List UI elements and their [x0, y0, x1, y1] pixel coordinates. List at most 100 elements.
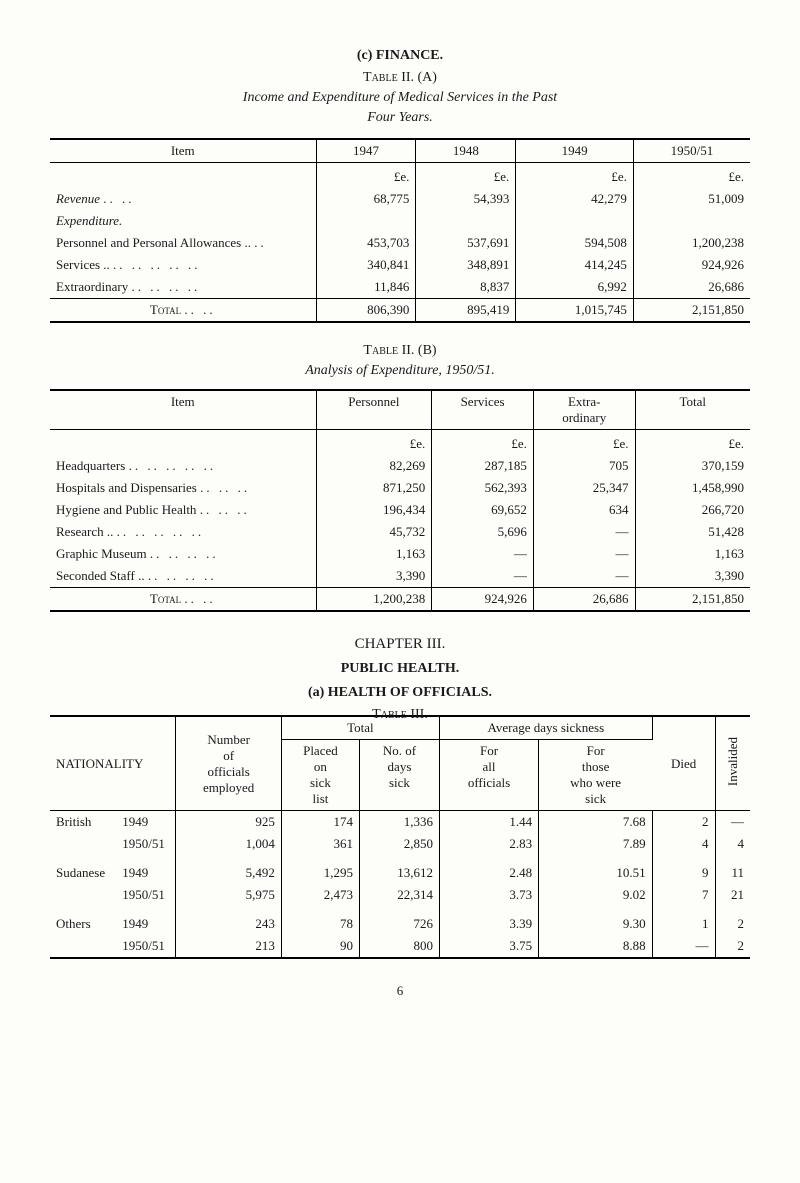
table-row: 1950/511,0043612,8502.837.8944 — [50, 833, 750, 855]
t3-h-avg: Average days sickness — [439, 716, 652, 740]
t1-cell: 453,703 — [316, 232, 416, 254]
t1-cell: 340,841 — [316, 254, 416, 276]
t1-unit: £e. — [516, 163, 634, 189]
table2a-title: Income and Expenditure of Medical Servic… — [50, 90, 750, 106]
t3-yr: 1950/51 — [116, 935, 176, 958]
table-row: Headquarters .. .. .. .. .. 82,269 287,1… — [50, 455, 750, 477]
t3-cell: 2 — [652, 811, 715, 834]
table-row: Hospitals and Dispensaries .. .. .. 871,… — [50, 477, 750, 499]
t3-cell: 243 — [176, 906, 281, 935]
t3-cell: 1,336 — [360, 811, 440, 834]
t1-row-label: Extraordinary — [56, 279, 128, 294]
t3-h-nodays: No. of days sick — [360, 740, 440, 811]
t3-nat: British — [50, 811, 116, 834]
t1-unit: £e. — [316, 163, 416, 189]
t1-cell: 594,508 — [516, 232, 634, 254]
t3-h-inv: Invalided — [725, 737, 741, 786]
table-total-row: Total .. .. 1,200,238 924,926 26,686 2,1… — [50, 588, 750, 612]
t3-cell: 90 — [281, 935, 359, 958]
t1-year-1947: 1947 — [316, 139, 416, 163]
t3-cell: 174 — [281, 811, 359, 834]
t1-head-item: Item — [50, 139, 316, 163]
t3-cell: 3.39 — [439, 906, 538, 935]
t3-yr: 1950/51 — [116, 884, 176, 906]
t3-cell: 361 — [281, 833, 359, 855]
t3-cell: 213 — [176, 935, 281, 958]
t2-cell: 871,250 — [316, 477, 432, 499]
t2-cell: — — [432, 543, 534, 565]
t3-cell: 1 — [652, 906, 715, 935]
t1-cell: 51,009 — [633, 188, 750, 210]
t3-h-forthose: For those who were sick — [539, 740, 653, 811]
t2-cell: 196,434 — [316, 499, 432, 521]
t3-cell: 5,492 — [176, 855, 281, 884]
t2-cell: — — [533, 521, 635, 543]
t1-cell: 348,891 — [416, 254, 516, 276]
t3-cell: 4 — [715, 833, 750, 855]
t2-cell: 3,390 — [635, 565, 750, 588]
t3-cell: 2 — [715, 935, 750, 958]
table2b-title: Analysis of Expenditure, 1950/51. — [50, 363, 750, 379]
table2b-caption: Table II. (B) — [50, 343, 750, 359]
t3-h-num: Number of officials employed — [176, 716, 281, 811]
t1-cell: 924,926 — [633, 254, 750, 276]
t3-cell: 10.51 — [539, 855, 653, 884]
t3-nat: Sudanese — [50, 855, 116, 884]
table-3: NATIONALITY Number of officials employed… — [50, 715, 750, 959]
t1-total-label: Total — [150, 302, 181, 317]
table-row: Graphic Museum .. .. .. .. 1,163 — — 1,1… — [50, 543, 750, 565]
chapter-heading: CHAPTER III. — [50, 636, 750, 653]
t3-cell: 2,473 — [281, 884, 359, 906]
t2-cell: 370,159 — [635, 455, 750, 477]
t3-nat — [50, 884, 116, 906]
table-row: 1950/51213908003.758.88—2 — [50, 935, 750, 958]
t1-cell: 54,393 — [416, 188, 516, 210]
t3-h-nat: NATIONALITY — [50, 716, 176, 811]
t3-cell: 5,975 — [176, 884, 281, 906]
t2-cell: 45,732 — [316, 521, 432, 543]
t1-total: 2,151,850 — [633, 299, 750, 323]
health-officials-heading: (a) HEALTH OF OFFICIALS. — [50, 685, 750, 701]
t2-row-label: Hospitals and Dispensaries — [56, 480, 197, 495]
t1-total: 806,390 — [316, 299, 416, 323]
t2-cell: 1,458,990 — [635, 477, 750, 499]
table2a-caption: Table II. (A) — [50, 70, 750, 86]
t2-cell: — — [432, 565, 534, 588]
t2-unit: £e. — [533, 430, 635, 456]
t3-cell: 2.48 — [439, 855, 538, 884]
t2-cell: 562,393 — [432, 477, 534, 499]
t3-h-placed: Placed on sick list — [281, 740, 359, 811]
t3-cell: 7.89 — [539, 833, 653, 855]
table-row: Sudanese19495,4921,29513,6122.4810.51911 — [50, 855, 750, 884]
t3-cell: 2 — [715, 906, 750, 935]
t1-cell: 1,200,238 — [633, 232, 750, 254]
t3-cell: 726 — [360, 906, 440, 935]
t2-cell: 287,185 — [432, 455, 534, 477]
t2-cell: — — [533, 543, 635, 565]
t1-unit: £e. — [633, 163, 750, 189]
t1-row-label: Personnel and Personal Allowances .. — [56, 235, 251, 250]
t3-cell: — — [715, 811, 750, 834]
t3-h-died: Died — [652, 716, 715, 811]
t2-unit: £e. — [316, 430, 432, 456]
t3-yr: 1949 — [116, 906, 176, 935]
t2-col: Personnel — [316, 390, 432, 430]
t1-year-1950: 1950/51 — [633, 139, 750, 163]
t2-cell: 266,720 — [635, 499, 750, 521]
t2-cell: 69,652 — [432, 499, 534, 521]
t2-total-label: Total — [150, 591, 181, 606]
t1-cell: 414,245 — [516, 254, 634, 276]
table-row: Services .. .. .. .. .. .. 340,841 348,8… — [50, 254, 750, 276]
t1-total: 1,015,745 — [516, 299, 634, 323]
t2-total: 2,151,850 — [635, 588, 750, 612]
t1-cell: 68,775 — [316, 188, 416, 210]
table-row: Hygiene and Public Health .. .. .. 196,4… — [50, 499, 750, 521]
table-row: Expenditure. — [50, 210, 750, 232]
table-row: British19499251741,3361.447.682— — [50, 811, 750, 834]
t3-cell: 7 — [652, 884, 715, 906]
t3-cell: 1,004 — [176, 833, 281, 855]
table-row: Revenue .. .. 68,775 54,393 42,279 51,00… — [50, 188, 750, 210]
t3-cell: 2,850 — [360, 833, 440, 855]
t2-row-label: Graphic Museum — [56, 546, 147, 561]
t3-yr: 1949 — [116, 811, 176, 834]
